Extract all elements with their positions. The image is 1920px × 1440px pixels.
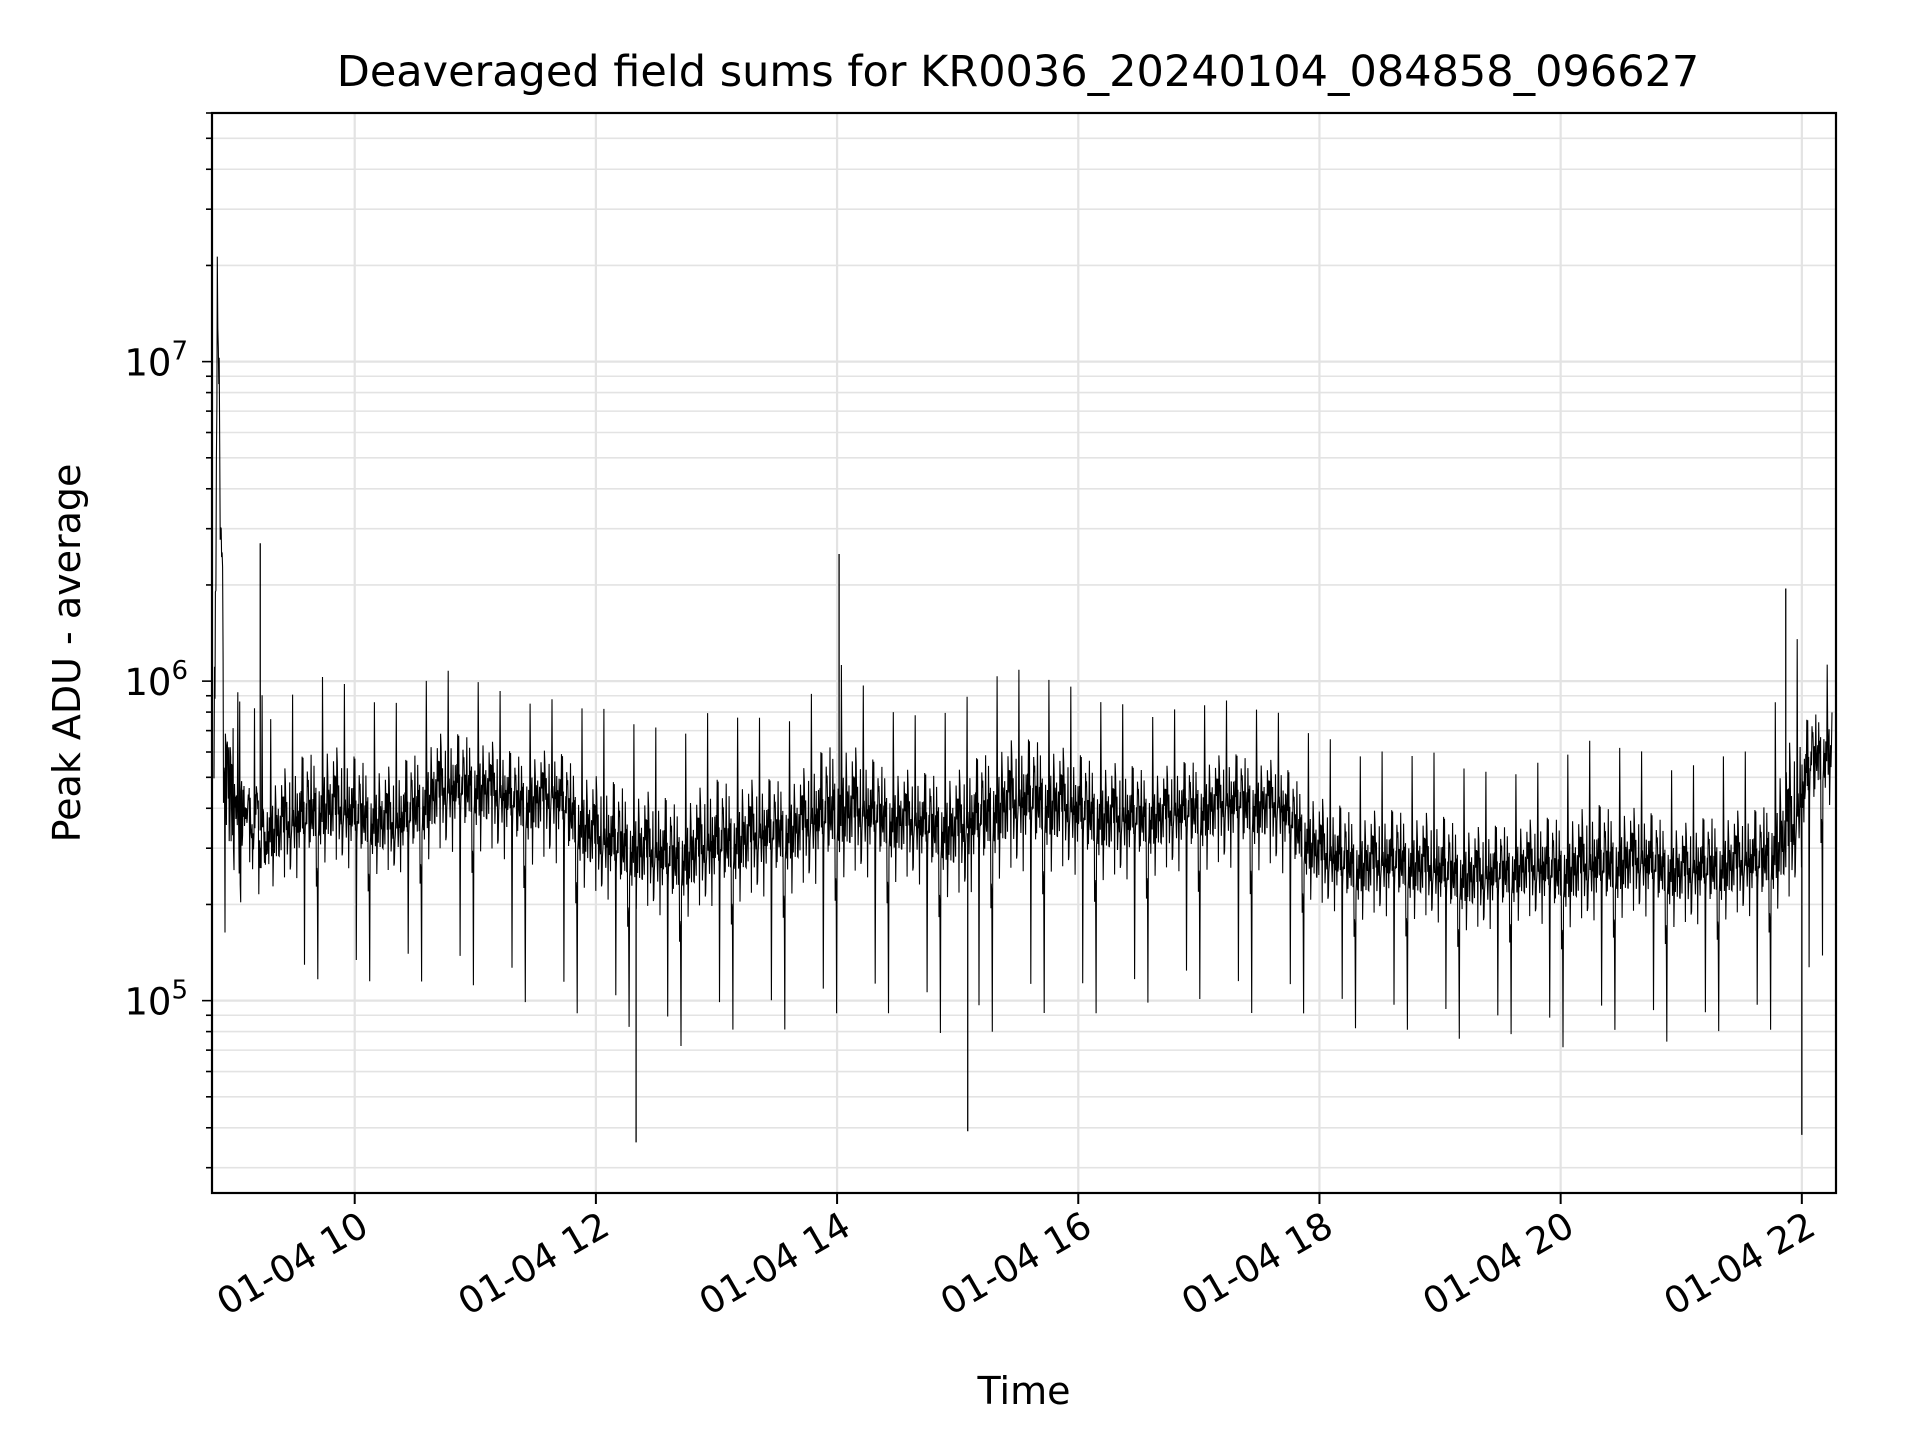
y-axis: 105 106 107 (124, 112, 212, 1169)
y-axis-label: Peak ADU - average (45, 464, 89, 843)
series-line (213, 256, 1833, 1048)
plot-area (210, 111, 1838, 1195)
y-tick-label: 105 (124, 976, 188, 1024)
x-axis-label: Time (977, 1369, 1071, 1413)
chart-title: Deaveraged field sums for KR0036_2024010… (337, 47, 1700, 97)
y-tick-label: 107 (124, 337, 188, 385)
plot-frame (210, 111, 1838, 1195)
y-tick-label: 106 (124, 656, 188, 704)
plot-background (212, 113, 1836, 1193)
series-layer (213, 256, 1833, 1143)
